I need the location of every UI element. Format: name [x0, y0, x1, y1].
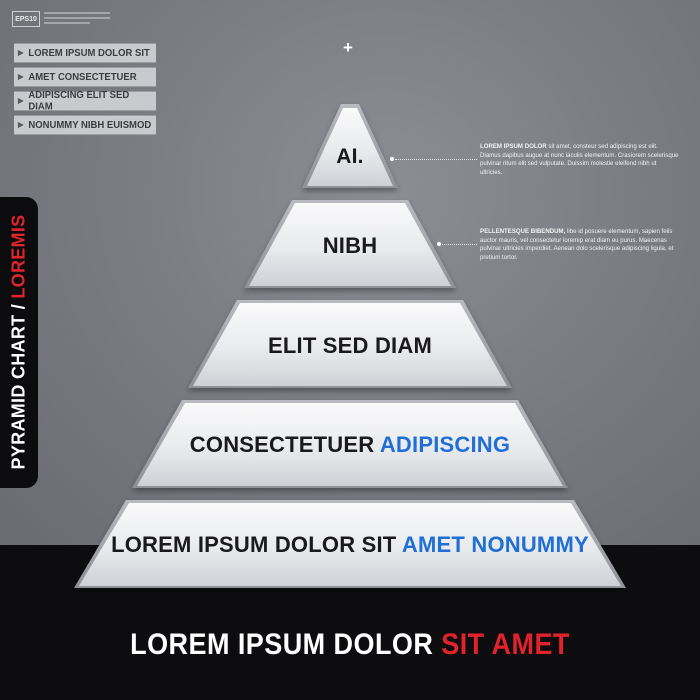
menu-item-label: LOREM IPSUM DOLOR SIT [28, 47, 150, 59]
play-arrow-icon: ▶ [18, 73, 24, 82]
leader-dot [437, 242, 441, 246]
menu-item-label: AMET CONSECTETUER [28, 71, 137, 83]
menu-item-label: ADIPISCING ELIT SED DIAM [28, 89, 130, 113]
pyramid-tier-1 [302, 104, 398, 188]
tier-label-1: AI. [0, 145, 700, 169]
tier-label-text: ELIT SED DIAM [268, 333, 432, 358]
play-arrow-icon: ▶ [18, 49, 24, 58]
play-arrow-icon: ▶ [18, 121, 24, 130]
menu-item[interactable]: ▶ AMET CONSECTETUER [14, 67, 156, 87]
pyramid-tier-2 [244, 200, 456, 288]
header-placeholder-lines [44, 12, 110, 27]
menu-item[interactable]: ▶ LOREM IPSUM DOLOR SIT [14, 43, 156, 63]
play-arrow-icon: ▶ [18, 97, 24, 106]
side-tab [0, 197, 38, 488]
headline: LOREM IPSUM DOLOR SIT AMET [35, 628, 665, 662]
pyramid-tier-5 [74, 500, 626, 588]
tier-label-highlight: AMET NONUMMY [401, 532, 589, 557]
tier-label-5: LOREM IPSUM DOLOR SIT AMET NONUMMY [0, 532, 700, 558]
tier-label-text: NIBH [322, 233, 378, 258]
pyramid-tier-4 [132, 400, 568, 488]
leader-line [395, 159, 477, 161]
description-1: LOREM IPSUM DOLOR sit amet, consteur sed… [480, 143, 680, 177]
eps-badge: EPS10 [12, 11, 40, 27]
tier-label-2: NIBH [0, 233, 700, 259]
plus-icon: + [343, 38, 353, 57]
pyramid-tier-3 [188, 300, 512, 388]
leader-dot [390, 157, 394, 161]
menu-item[interactable]: ▶ NONUMMY NIBH EUISMOD [14, 115, 156, 135]
tier-label-4: CONSECTETUER ADIPISCING [0, 432, 700, 458]
description-body: sit amet, consteur sed adipiscing est el… [480, 143, 679, 176]
tier-label-text: AI. [336, 145, 364, 168]
description-body: libe id posuere elementum, sapien felis … [480, 228, 674, 261]
tier-label-highlight: ADIPISCING [379, 432, 511, 457]
headline-red: SIT AMET [441, 628, 570, 661]
description-lead: LOREM IPSUM DOLOR [480, 143, 547, 150]
description-lead: PELLENTESQUE BIBENDUM, [480, 228, 566, 235]
tier-label-text: LOREM IPSUM DOLOR SIT [111, 532, 402, 557]
menu-item-label: NONUMMY NIBH EUISMOD [28, 119, 152, 131]
description-2: PELLENTESQUE BIBENDUM, libe id posuere e… [480, 228, 680, 262]
tier-label-3: ELIT SED DIAM [0, 333, 700, 359]
tier-label-text: CONSECTETUER [189, 432, 380, 457]
menu-list: ▶ LOREM IPSUM DOLOR SIT ▶ AMET CONSECTET… [14, 43, 156, 140]
leader-line [442, 244, 477, 246]
headline-white: LOREM IPSUM DOLOR [130, 628, 442, 661]
menu-item[interactable]: ▶ ADIPISCING ELIT SED DIAM [14, 89, 156, 113]
